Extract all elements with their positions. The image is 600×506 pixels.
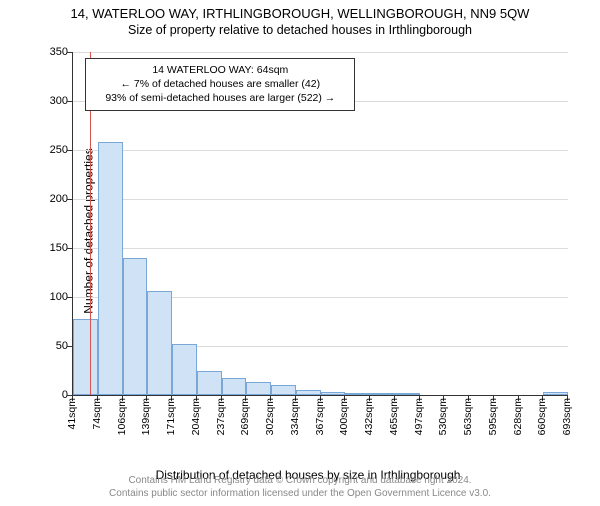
y-tick-mark (67, 52, 72, 53)
y-tick-label: 100 (38, 291, 68, 303)
histogram-bar (98, 142, 123, 395)
histogram-bar (197, 371, 222, 396)
histogram-bar (172, 344, 197, 395)
footer-attribution: Contains HM Land Registry data © Crown c… (0, 474, 600, 500)
histogram-bar (271, 385, 296, 395)
footer-line: Contains public sector information licen… (0, 487, 600, 500)
histogram-bar (395, 393, 420, 395)
plot-area: 14 WATERLOO WAY: 64sqm← 7% of detached h… (72, 52, 568, 396)
property-info-box: 14 WATERLOO WAY: 64sqm← 7% of detached h… (85, 58, 355, 111)
gridline (73, 52, 568, 53)
y-tick-mark (67, 199, 72, 200)
histogram-bar (246, 382, 271, 395)
page-title: 14, WATERLOO WAY, IRTHLINGBOROUGH, WELLI… (0, 6, 600, 21)
histogram-bar (296, 390, 321, 395)
histogram-bar (123, 258, 148, 395)
y-tick-label: 50 (38, 340, 68, 352)
y-tick-label: 250 (38, 144, 68, 156)
chart-container: Number of detached properties 14 WATERLO… (48, 52, 568, 422)
y-tick-label: 200 (38, 193, 68, 205)
y-tick-mark (67, 150, 72, 151)
y-tick-label: 350 (38, 46, 68, 58)
gridline (73, 248, 568, 249)
info-box-line: 14 WATERLOO WAY: 64sqm (92, 63, 348, 77)
gridline (73, 150, 568, 151)
y-tick-mark (67, 248, 72, 249)
y-tick-mark (67, 297, 72, 298)
y-tick-mark (67, 346, 72, 347)
y-tick-mark (67, 101, 72, 102)
page-subtitle: Size of property relative to detached ho… (0, 23, 600, 37)
y-tick-label: 300 (38, 95, 68, 107)
info-box-line: ← 7% of detached houses are smaller (42) (92, 77, 348, 91)
y-tick-label: 0 (38, 389, 68, 401)
histogram-bar (73, 319, 98, 395)
footer-line: Contains HM Land Registry data © Crown c… (0, 474, 600, 487)
histogram-bar (321, 392, 346, 395)
info-box-line: 93% of semi-detached houses are larger (… (92, 91, 348, 105)
y-tick-label: 150 (38, 242, 68, 254)
histogram-bar (345, 393, 370, 395)
gridline (73, 199, 568, 200)
histogram-bar (543, 392, 568, 395)
histogram-bar (370, 393, 395, 395)
histogram-bar (222, 378, 247, 395)
histogram-bar (147, 291, 172, 395)
